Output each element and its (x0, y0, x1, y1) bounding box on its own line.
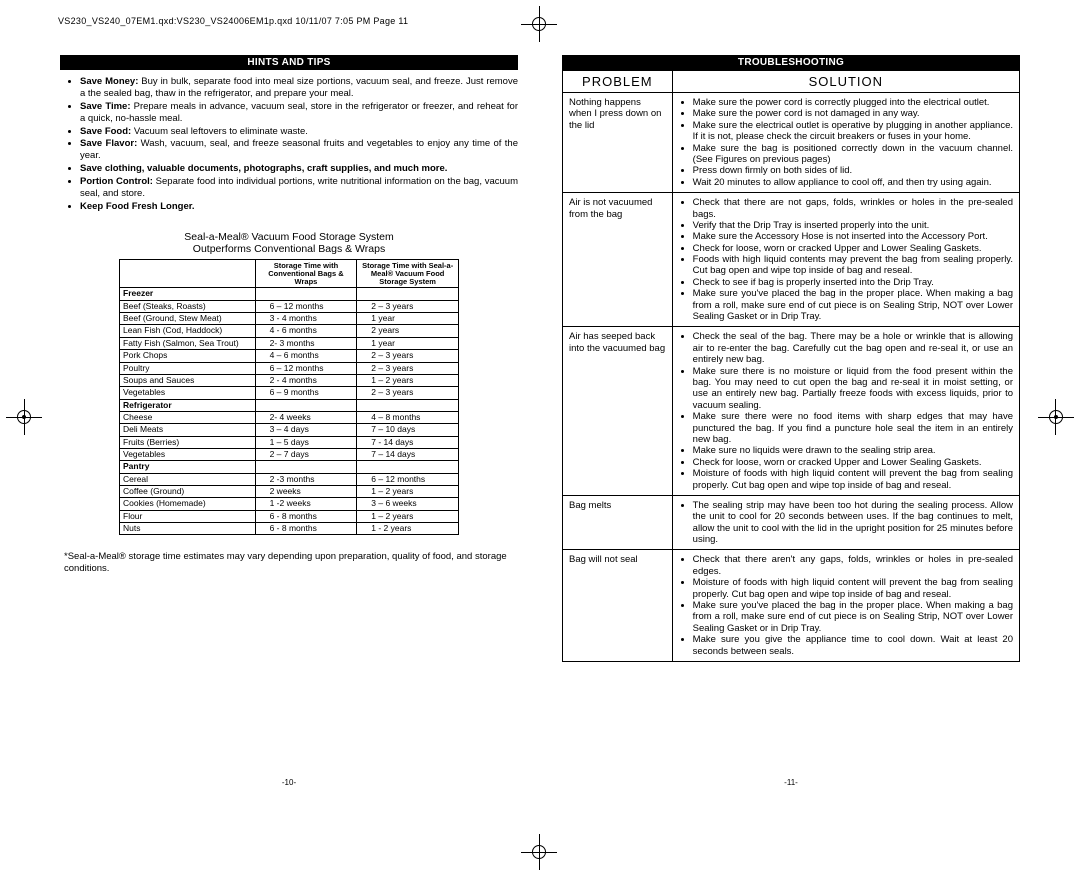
table-row: Pork Chops4 – 6 months2 – 3 years (120, 350, 459, 362)
troubleshoot-table: PROBLEM SOLUTION Nothing happens when I … (562, 70, 1020, 662)
tip-item: Save Time: Prepare meals in advance, vac… (80, 101, 518, 125)
table-row: Cheese2- 4 weeks4 – 8 months (120, 411, 459, 423)
page-right: TROUBLESHOOTING PROBLEM SOLUTION Nothing… (562, 55, 1020, 785)
footnote: *Seal-a-Meal® storage time estimates may… (60, 551, 518, 574)
troubleshooting-bar: TROUBLESHOOTING (562, 55, 1020, 70)
table-row: Vegetables2 – 7 days7 – 14 days (120, 448, 459, 460)
tip-item: Save Food: Vacuum seal leftovers to elim… (80, 126, 518, 138)
storage-table: Storage Time with Conventional Bags & Wr… (119, 259, 459, 536)
table-row: Cereal2 -3 months6 – 12 months (120, 473, 459, 485)
table-row: Coffee (Ground)2 weeks1 – 2 years (120, 485, 459, 497)
table-row: Deli Meats3 – 4 days7 – 10 days (120, 424, 459, 436)
trouble-row: Air is not vacuumed from the bagCheck th… (563, 193, 1020, 327)
file-header: VS230_VS240_07EM1.qxd:VS230_VS24006EM1p.… (58, 16, 408, 26)
tips-list: Save Money: Buy in bulk, separate food i… (60, 76, 518, 213)
table-row: Soups and Sauces2 - 4 months1 – 2 years (120, 374, 459, 386)
trouble-row: Bag meltsThe sealing strip may have been… (563, 495, 1020, 550)
table-row: Poultry6 – 12 months2 – 3 years (120, 362, 459, 374)
hints-bar: HINTS AND TIPS (60, 55, 518, 70)
table-row: Fatty Fish (Salmon, Sea Trout)2- 3 month… (120, 337, 459, 349)
trouble-row: Air has seeped back into the vacuumed ba… (563, 327, 1020, 495)
tip-item: Keep Food Fresh Longer. (80, 201, 518, 213)
table-row: Cookies (Homemade)1 -2 weeks3 – 6 weeks (120, 498, 459, 510)
table-row: Nuts6 - 8 months1 - 2 years (120, 522, 459, 534)
table-row: Beef (Ground, Stew Meat)3 - 4 months1 ye… (120, 313, 459, 325)
storage-title: Seal-a-Meal® Vacuum Food Storage System … (119, 231, 459, 256)
table-row: Fruits (Berries)1 – 5 days7 - 14 days (120, 436, 459, 448)
table-row: Lean Fish (Cod, Haddock)4 - 6 months2 ye… (120, 325, 459, 337)
category-row: Refrigerator (120, 399, 459, 411)
trouble-row: Nothing happens when I press down on the… (563, 93, 1020, 193)
tip-item: Save Money: Buy in bulk, separate food i… (80, 76, 518, 100)
page-number-left: -10- (60, 778, 518, 787)
table-row: Vegetables6 – 9 months2 – 3 years (120, 387, 459, 399)
trouble-row: Bag will not sealCheck that there aren't… (563, 550, 1020, 662)
tip-item: Save Flavor: Wash, vacuum, seal, and fre… (80, 138, 518, 162)
page-left: HINTS AND TIPS Save Money: Buy in bulk, … (60, 55, 518, 785)
table-row: Beef (Steaks, Roasts)6 – 12 months2 – 3 … (120, 300, 459, 312)
table-row: Flour6 - 8 months1 – 2 years (120, 510, 459, 522)
category-row: Pantry (120, 461, 459, 473)
tip-item: Save clothing, valuable documents, photo… (80, 163, 518, 175)
page-number-right: -11- (562, 778, 1020, 787)
category-row: Freezer (120, 288, 459, 300)
tip-item: Portion Control: Separate food into indi… (80, 176, 518, 200)
